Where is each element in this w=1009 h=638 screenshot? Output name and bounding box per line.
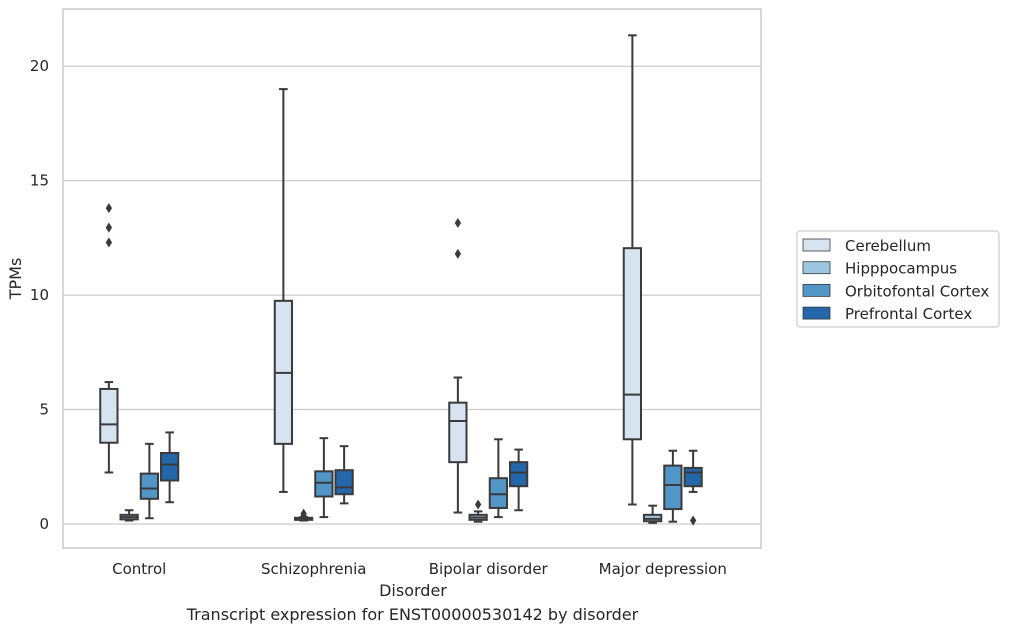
legend-label: Hipppocampus xyxy=(845,260,957,278)
outlier-point xyxy=(300,508,307,519)
x-tick-label: Bipolar disorder xyxy=(429,560,549,578)
outlier-point xyxy=(454,248,462,259)
outlier-point xyxy=(105,222,113,233)
box-cerebellum xyxy=(448,217,468,514)
box-iqr xyxy=(663,464,683,511)
box-prefrontal-cortex xyxy=(509,448,529,512)
outlier-point xyxy=(105,203,113,214)
y-tick-label: 15 xyxy=(30,172,49,190)
legend-swatch xyxy=(802,306,831,320)
legend-swatch xyxy=(802,283,831,297)
plot-background xyxy=(63,9,761,548)
legend-box xyxy=(796,230,1000,328)
box-orbitofontal-cortex xyxy=(314,437,334,519)
y-tick-label: 10 xyxy=(30,286,49,304)
box-orbitofontal-cortex xyxy=(663,449,683,523)
box-cerebellum xyxy=(622,34,642,506)
box-iqr xyxy=(683,466,703,488)
box-hipppocampus xyxy=(294,508,314,522)
box-hipppocampus xyxy=(468,499,488,523)
box-iqr xyxy=(509,461,529,488)
y-tick-label: 5 xyxy=(39,401,49,419)
outlier-point xyxy=(474,499,482,510)
y-axis-label: TPMs xyxy=(6,258,25,301)
x-tick-label: Major depression xyxy=(599,560,727,578)
box-iqr xyxy=(139,472,159,500)
box-iqr xyxy=(448,401,468,464)
box-iqr xyxy=(160,452,180,482)
box-iqr xyxy=(622,247,642,441)
outlier-point xyxy=(105,237,113,248)
box-iqr xyxy=(99,387,119,444)
box-prefrontal-cortex xyxy=(160,431,180,504)
box-iqr xyxy=(314,470,334,498)
outlier-point xyxy=(454,217,462,229)
outlier-point xyxy=(689,515,697,526)
legend-swatch xyxy=(802,261,831,275)
y-tick-label: 20 xyxy=(30,57,49,75)
box-prefrontal-cortex xyxy=(683,449,703,526)
plot-frame xyxy=(62,8,762,549)
legend-swatch xyxy=(802,238,831,252)
chart-caption: Transcript expression for ENST0000053014… xyxy=(186,605,639,624)
x-tick-label: Control xyxy=(112,560,166,578)
box-orbitofontal-cortex xyxy=(139,442,159,520)
box-hipppocampus xyxy=(643,504,663,524)
x-axis-label: Disorder xyxy=(379,581,447,600)
box-cerebellum xyxy=(273,88,293,493)
box-hipppocampus xyxy=(119,509,139,522)
y-tick-label: 0 xyxy=(39,515,49,533)
box-prefrontal-cortex xyxy=(334,445,354,505)
legend-label: Cerebellum xyxy=(845,237,931,255)
legend-label: Prefrontal Cortex xyxy=(845,305,972,323)
box-orbitofontal-cortex xyxy=(488,438,508,519)
box-iqr xyxy=(488,477,508,509)
box-iqr xyxy=(334,469,354,496)
box-cerebellum xyxy=(99,203,119,474)
x-tick-label: Schizophrenia xyxy=(261,560,366,578)
legend-label: Orbitofontal Cortex xyxy=(845,282,989,300)
